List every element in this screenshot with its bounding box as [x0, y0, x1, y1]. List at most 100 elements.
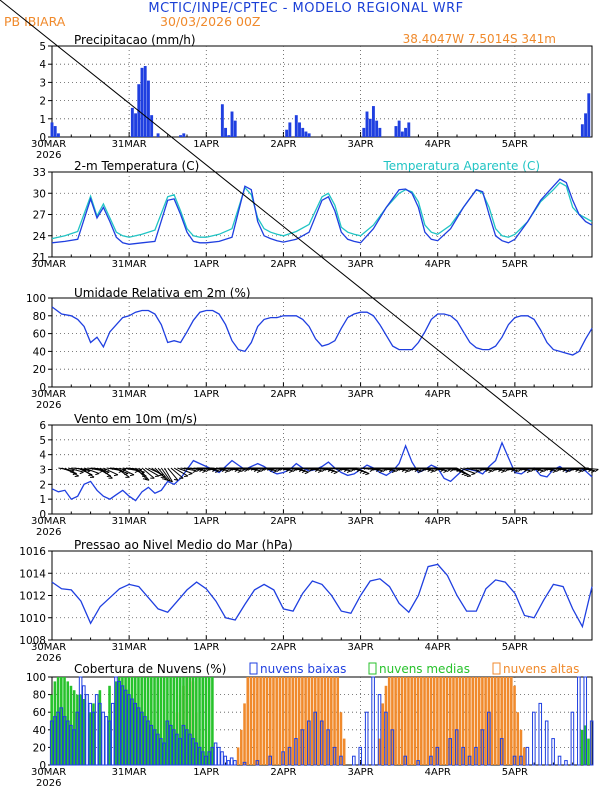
wind-barb	[476, 467, 493, 472]
wind-ytick-label: 5	[39, 435, 46, 447]
clouds-bar	[88, 712, 92, 765]
wind-barb	[67, 467, 84, 473]
wind-barb-tick	[378, 470, 383, 474]
clouds-bar	[240, 729, 243, 765]
clouds-bar	[78, 676, 83, 766]
legend-high-label: nuvens altas	[503, 662, 579, 676]
rh-ytick-label: 100	[26, 293, 46, 305]
clouds-bar	[133, 702, 138, 766]
wind-barb-tick	[421, 468, 425, 472]
wind-title: Vento em 10m (m/s)	[74, 412, 197, 426]
clouds-bar	[63, 677, 66, 765]
wind-barb-tick	[543, 468, 548, 472]
clouds-bar	[506, 677, 510, 765]
clouds-bar	[519, 755, 523, 766]
clouds-bar	[139, 711, 144, 766]
clouds-bar	[371, 676, 375, 766]
precip-bar	[580, 124, 584, 137]
precip-bar	[134, 113, 138, 137]
temp-ytick-label: 21	[33, 252, 46, 264]
clouds-bar	[107, 720, 112, 766]
clouds-bar	[249, 677, 253, 765]
clouds-bar	[410, 677, 413, 765]
clouds-bar	[377, 694, 382, 766]
precip-xtick-label: 2APR	[270, 139, 296, 150]
clouds-bar	[364, 711, 369, 766]
location-label: PB IBIARA	[4, 14, 66, 29]
clouds-bar	[82, 699, 86, 765]
clouds-bar	[336, 677, 340, 765]
wind-barb-tick	[565, 470, 570, 474]
header: MCTIC/INPE/CPTEC - MODELO REGIONAL WRF P…	[4, 1, 463, 29]
clouds-bar	[384, 711, 388, 766]
wind-xtick-label: 3APR	[347, 516, 373, 527]
wind-barb	[338, 467, 355, 470]
wind-xtick-label: 31MAR	[112, 516, 147, 527]
temp-xtick-label: 2APR	[270, 259, 296, 270]
wind-barb	[173, 467, 189, 477]
rh-xtick-label: 5APR	[502, 389, 528, 400]
clouds-bar	[503, 677, 507, 765]
precip-ytick-label: 5	[39, 41, 46, 53]
wind-barb	[167, 467, 179, 481]
clouds-bar	[275, 677, 278, 765]
clouds-bar	[220, 751, 224, 766]
wind-barb	[566, 467, 583, 472]
temp-xtick-label: 1APR	[193, 259, 219, 270]
wind-barb-tick	[215, 470, 220, 474]
wind-barb	[296, 467, 313, 470]
clouds-series-nuvens-baixas	[49, 676, 594, 766]
precip-bar	[397, 120, 401, 137]
clouds-bar	[75, 711, 80, 766]
wind-barb	[466, 467, 483, 470]
wind-barb-tick	[382, 468, 387, 472]
precip-bar	[407, 122, 411, 137]
clouds-bar	[429, 755, 433, 766]
clouds-bar	[287, 746, 292, 766]
wind-year-label: 2026	[36, 527, 61, 538]
wind-ytick-label: 3	[39, 465, 46, 477]
precip-title: Precipitacao (mm/h)	[74, 33, 196, 47]
precip-bar	[584, 113, 588, 137]
clouds-bar	[301, 677, 304, 765]
precip-bar	[368, 118, 372, 137]
rh-plot-area: 0 20 40 60 80 100 30MAR 31MAR 1APR 2APR 3APR 4APR 5A…	[26, 293, 593, 411]
precip-bar	[130, 107, 134, 137]
wind-barb	[115, 467, 130, 478]
wind-barb	[170, 467, 184, 479]
wind-barb	[582, 467, 599, 470]
clouds-bar	[487, 711, 491, 766]
clouds-bar	[53, 681, 57, 765]
clouds-bar	[416, 677, 420, 765]
wind-barb-tick	[491, 468, 496, 472]
pressure-ytick-label: 1016	[19, 546, 46, 558]
clouds-bar	[557, 755, 562, 766]
clouds-bar	[445, 677, 449, 765]
wind-barb	[177, 467, 193, 474]
pressure-xtick-label: 2APR	[270, 642, 296, 653]
wind-barb-tick	[446, 468, 451, 472]
precip-bar	[224, 127, 228, 137]
precip-bar	[301, 127, 305, 137]
clouds-bar	[152, 729, 157, 766]
clouds-bar	[403, 677, 407, 765]
clouds-bar	[477, 677, 481, 765]
clouds-bar	[229, 757, 234, 766]
wind-barb-tick	[168, 479, 173, 483]
clouds-bar	[448, 738, 453, 766]
clouds-bar	[59, 707, 64, 766]
wind-barb	[569, 467, 586, 470]
wind-barb	[579, 467, 595, 472]
wind-barb	[437, 467, 454, 470]
clouds-bar	[413, 677, 417, 765]
wind-barb	[553, 467, 570, 472]
clouds-bar	[92, 703, 95, 765]
wind-barb-tick	[317, 470, 322, 474]
wind-barb-tick	[321, 468, 326, 472]
pressure-ytick-label: 1008	[19, 635, 46, 647]
clouds-bar	[577, 676, 581, 766]
wind-barb	[501, 467, 518, 472]
clouds-bar	[79, 694, 82, 765]
wind-barb	[479, 467, 496, 470]
